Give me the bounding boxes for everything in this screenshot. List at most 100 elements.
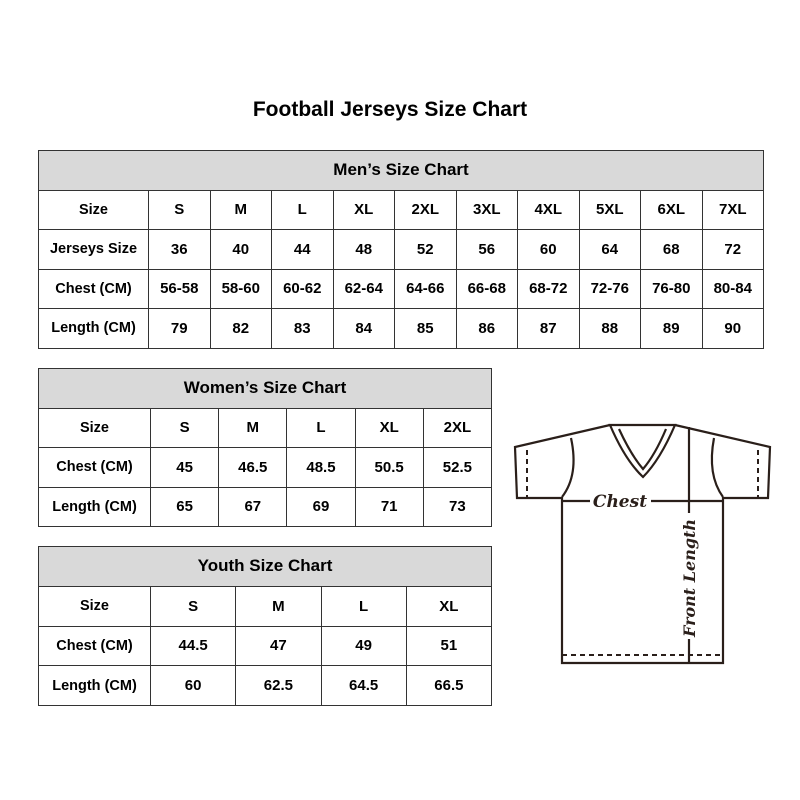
table-cell: 68-72 xyxy=(517,268,580,309)
table-cell: 58-60 xyxy=(209,268,272,309)
table-row: Chest (CM) 44.5 47 49 51 xyxy=(38,625,493,667)
table-row: Length (CM) 60 62.5 64.5 66.5 xyxy=(38,665,493,707)
table-cell: 85 xyxy=(394,308,457,349)
table-cell: 44 xyxy=(271,229,334,270)
row-label: Chest (CM) xyxy=(38,625,151,667)
table-cell: 60 xyxy=(149,665,237,707)
table-cell: 49 xyxy=(320,625,407,667)
table-cell: 52 xyxy=(394,229,457,270)
row-label: Chest (CM) xyxy=(38,447,151,488)
table-cell: 72 xyxy=(701,229,764,270)
table-cell: 40 xyxy=(209,229,272,270)
table-cell: 65 xyxy=(149,486,220,527)
table-cell: 3XL xyxy=(455,189,518,230)
table-cell: 68 xyxy=(640,229,703,270)
right-armhole xyxy=(710,437,724,498)
left-armhole xyxy=(561,437,575,498)
table-cell: 62-64 xyxy=(332,268,395,309)
row-label: Chest (CM) xyxy=(38,268,149,309)
table-cell: M xyxy=(209,189,272,230)
row-label: Size xyxy=(38,407,151,448)
table-cell: 90 xyxy=(701,308,764,349)
table-cell: 82 xyxy=(209,308,272,349)
table-cell: S xyxy=(149,585,237,627)
table-cell: 79 xyxy=(148,308,211,349)
table-row: Chest (CM) 56-58 58-60 60-62 62-64 64-66 66-68… xyxy=(38,268,764,309)
table-cell: 2XL xyxy=(422,407,493,448)
shirt-outline xyxy=(513,423,772,665)
table-row: Jerseys Size 36 40 44 48 52 56 60 64 68 72 xyxy=(38,229,764,270)
table-cell: 60-62 xyxy=(271,268,334,309)
row-label: Size xyxy=(38,585,151,627)
table-cell: 62.5 xyxy=(235,665,322,707)
youth-size-table: Youth Size Chart Size S M L XL Chest (CM) 44.5 4… xyxy=(38,546,493,707)
table-cell: 89 xyxy=(640,308,703,349)
row-label: Length (CM) xyxy=(38,486,151,527)
tshirt-diagram-icon: Chest Front Length xyxy=(513,423,772,665)
table-row: Length (CM) 79 82 83 84 85 86 87 88 89 90 xyxy=(38,308,764,349)
table-cell: 66-68 xyxy=(455,268,518,309)
table-cell: 84 xyxy=(332,308,395,349)
table-cell: 56 xyxy=(455,229,518,270)
table-cell: S xyxy=(149,407,220,448)
table-row: Length (CM) 65 67 69 71 73 xyxy=(38,486,493,527)
table-row: Size S M L XL xyxy=(38,585,493,627)
table-cell: XL xyxy=(354,407,424,448)
table-cell: 80-84 xyxy=(701,268,764,309)
table-cell: 51 xyxy=(405,625,493,667)
table-cell: 76-80 xyxy=(640,268,703,309)
table-cell: 47 xyxy=(235,625,322,667)
table-cell: 72-76 xyxy=(578,268,641,309)
table-cell: L xyxy=(320,585,407,627)
table-cell: L xyxy=(271,189,334,230)
men-table-caption: Men’s Size Chart xyxy=(38,150,764,191)
table-cell: 48.5 xyxy=(286,447,356,488)
table-cell: 52.5 xyxy=(422,447,493,488)
table-row: Chest (CM) 45 46.5 48.5 50.5 52.5 xyxy=(38,447,493,488)
table-cell: 48 xyxy=(332,229,395,270)
table-cell: 66.5 xyxy=(405,665,493,707)
table-cell: 45 xyxy=(149,447,220,488)
table-cell: 69 xyxy=(286,486,356,527)
table-cell: 6XL xyxy=(640,189,703,230)
table-cell: 36 xyxy=(148,229,211,270)
row-label: Jerseys Size xyxy=(38,229,149,270)
table-cell: S xyxy=(148,189,211,230)
table-cell: XL xyxy=(332,189,395,230)
page-title: Football Jerseys Size Chart xyxy=(252,98,528,121)
row-label: Length (CM) xyxy=(38,308,149,349)
women-table-caption: Women’s Size Chart xyxy=(38,368,492,409)
table-cell: 44.5 xyxy=(149,625,237,667)
collar-outer xyxy=(608,423,677,479)
table-cell: 87 xyxy=(517,308,580,349)
chest-label: Chest xyxy=(593,492,647,512)
table-cell: 71 xyxy=(354,486,424,527)
mens-size-table: Men’s Size Chart Size S M L XL 2XL 3XL 4XL 5XL 6XL… xyxy=(38,150,764,349)
table-cell: 60 xyxy=(517,229,580,270)
row-label: Size xyxy=(38,189,149,230)
table-cell: 7XL xyxy=(701,189,764,230)
collar-inner xyxy=(618,428,668,471)
table-cell: XL xyxy=(405,585,493,627)
youth-table-caption: Youth Size Chart xyxy=(38,546,492,587)
womens-size-table: Women’s Size Chart Size S M L XL 2XL Chest (CM)… xyxy=(38,368,493,527)
table-cell: M xyxy=(218,407,288,448)
table-row: Size S M L XL 2XL 3XL 4XL 5XL 6XL 7XL xyxy=(38,189,764,230)
table-cell: 5XL xyxy=(578,189,641,230)
table-cell: L xyxy=(286,407,356,448)
table-cell: 67 xyxy=(218,486,288,527)
front-length-label: Front Length xyxy=(680,519,699,638)
table-cell: 2XL xyxy=(394,189,457,230)
table-cell: M xyxy=(235,585,322,627)
table-cell: 73 xyxy=(422,486,493,527)
row-label: Length (CM) xyxy=(38,665,151,707)
table-cell: 86 xyxy=(455,308,518,349)
table-cell: 83 xyxy=(271,308,334,349)
table-cell: 56-58 xyxy=(148,268,211,309)
table-row: Size S M L XL 2XL xyxy=(38,407,493,448)
table-cell: 4XL xyxy=(517,189,580,230)
table-cell: 64 xyxy=(578,229,641,270)
table-cell: 50.5 xyxy=(354,447,424,488)
table-cell: 64.5 xyxy=(320,665,407,707)
